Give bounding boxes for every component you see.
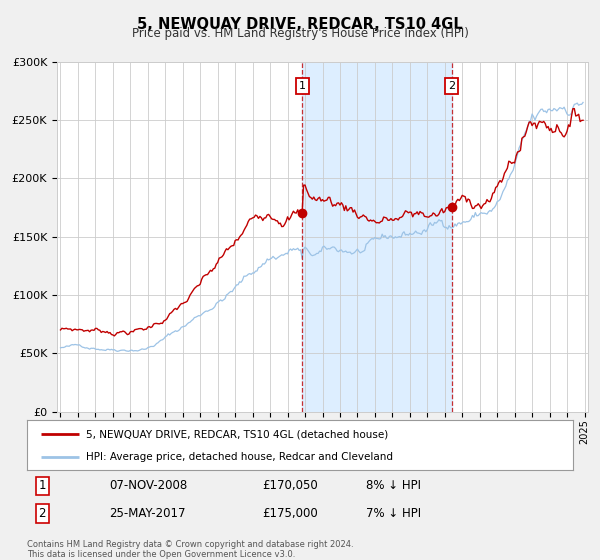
Text: 25-MAY-2017: 25-MAY-2017 xyxy=(109,507,185,520)
Text: £175,000: £175,000 xyxy=(262,507,317,520)
Text: Contains HM Land Registry data © Crown copyright and database right 2024.: Contains HM Land Registry data © Crown c… xyxy=(27,540,353,549)
Text: HPI: Average price, detached house, Redcar and Cleveland: HPI: Average price, detached house, Redc… xyxy=(86,452,393,463)
Text: 5, NEWQUAY DRIVE, REDCAR, TS10 4GL (detached house): 5, NEWQUAY DRIVE, REDCAR, TS10 4GL (deta… xyxy=(86,429,388,439)
Text: Price paid vs. HM Land Registry's House Price Index (HPI): Price paid vs. HM Land Registry's House … xyxy=(131,27,469,40)
Text: 7% ↓ HPI: 7% ↓ HPI xyxy=(365,507,421,520)
Text: This data is licensed under the Open Government Licence v3.0.: This data is licensed under the Open Gov… xyxy=(27,550,295,559)
Text: £170,050: £170,050 xyxy=(262,479,317,492)
Text: 1: 1 xyxy=(299,81,306,91)
Text: 1: 1 xyxy=(38,479,46,492)
Text: 8% ↓ HPI: 8% ↓ HPI xyxy=(365,479,421,492)
Bar xyxy=(302,62,452,412)
Text: 5, NEWQUAY DRIVE, REDCAR, TS10 4GL: 5, NEWQUAY DRIVE, REDCAR, TS10 4GL xyxy=(137,17,463,32)
Text: 2: 2 xyxy=(448,81,455,91)
Text: 2: 2 xyxy=(38,507,46,520)
Text: 07-NOV-2008: 07-NOV-2008 xyxy=(109,479,187,492)
